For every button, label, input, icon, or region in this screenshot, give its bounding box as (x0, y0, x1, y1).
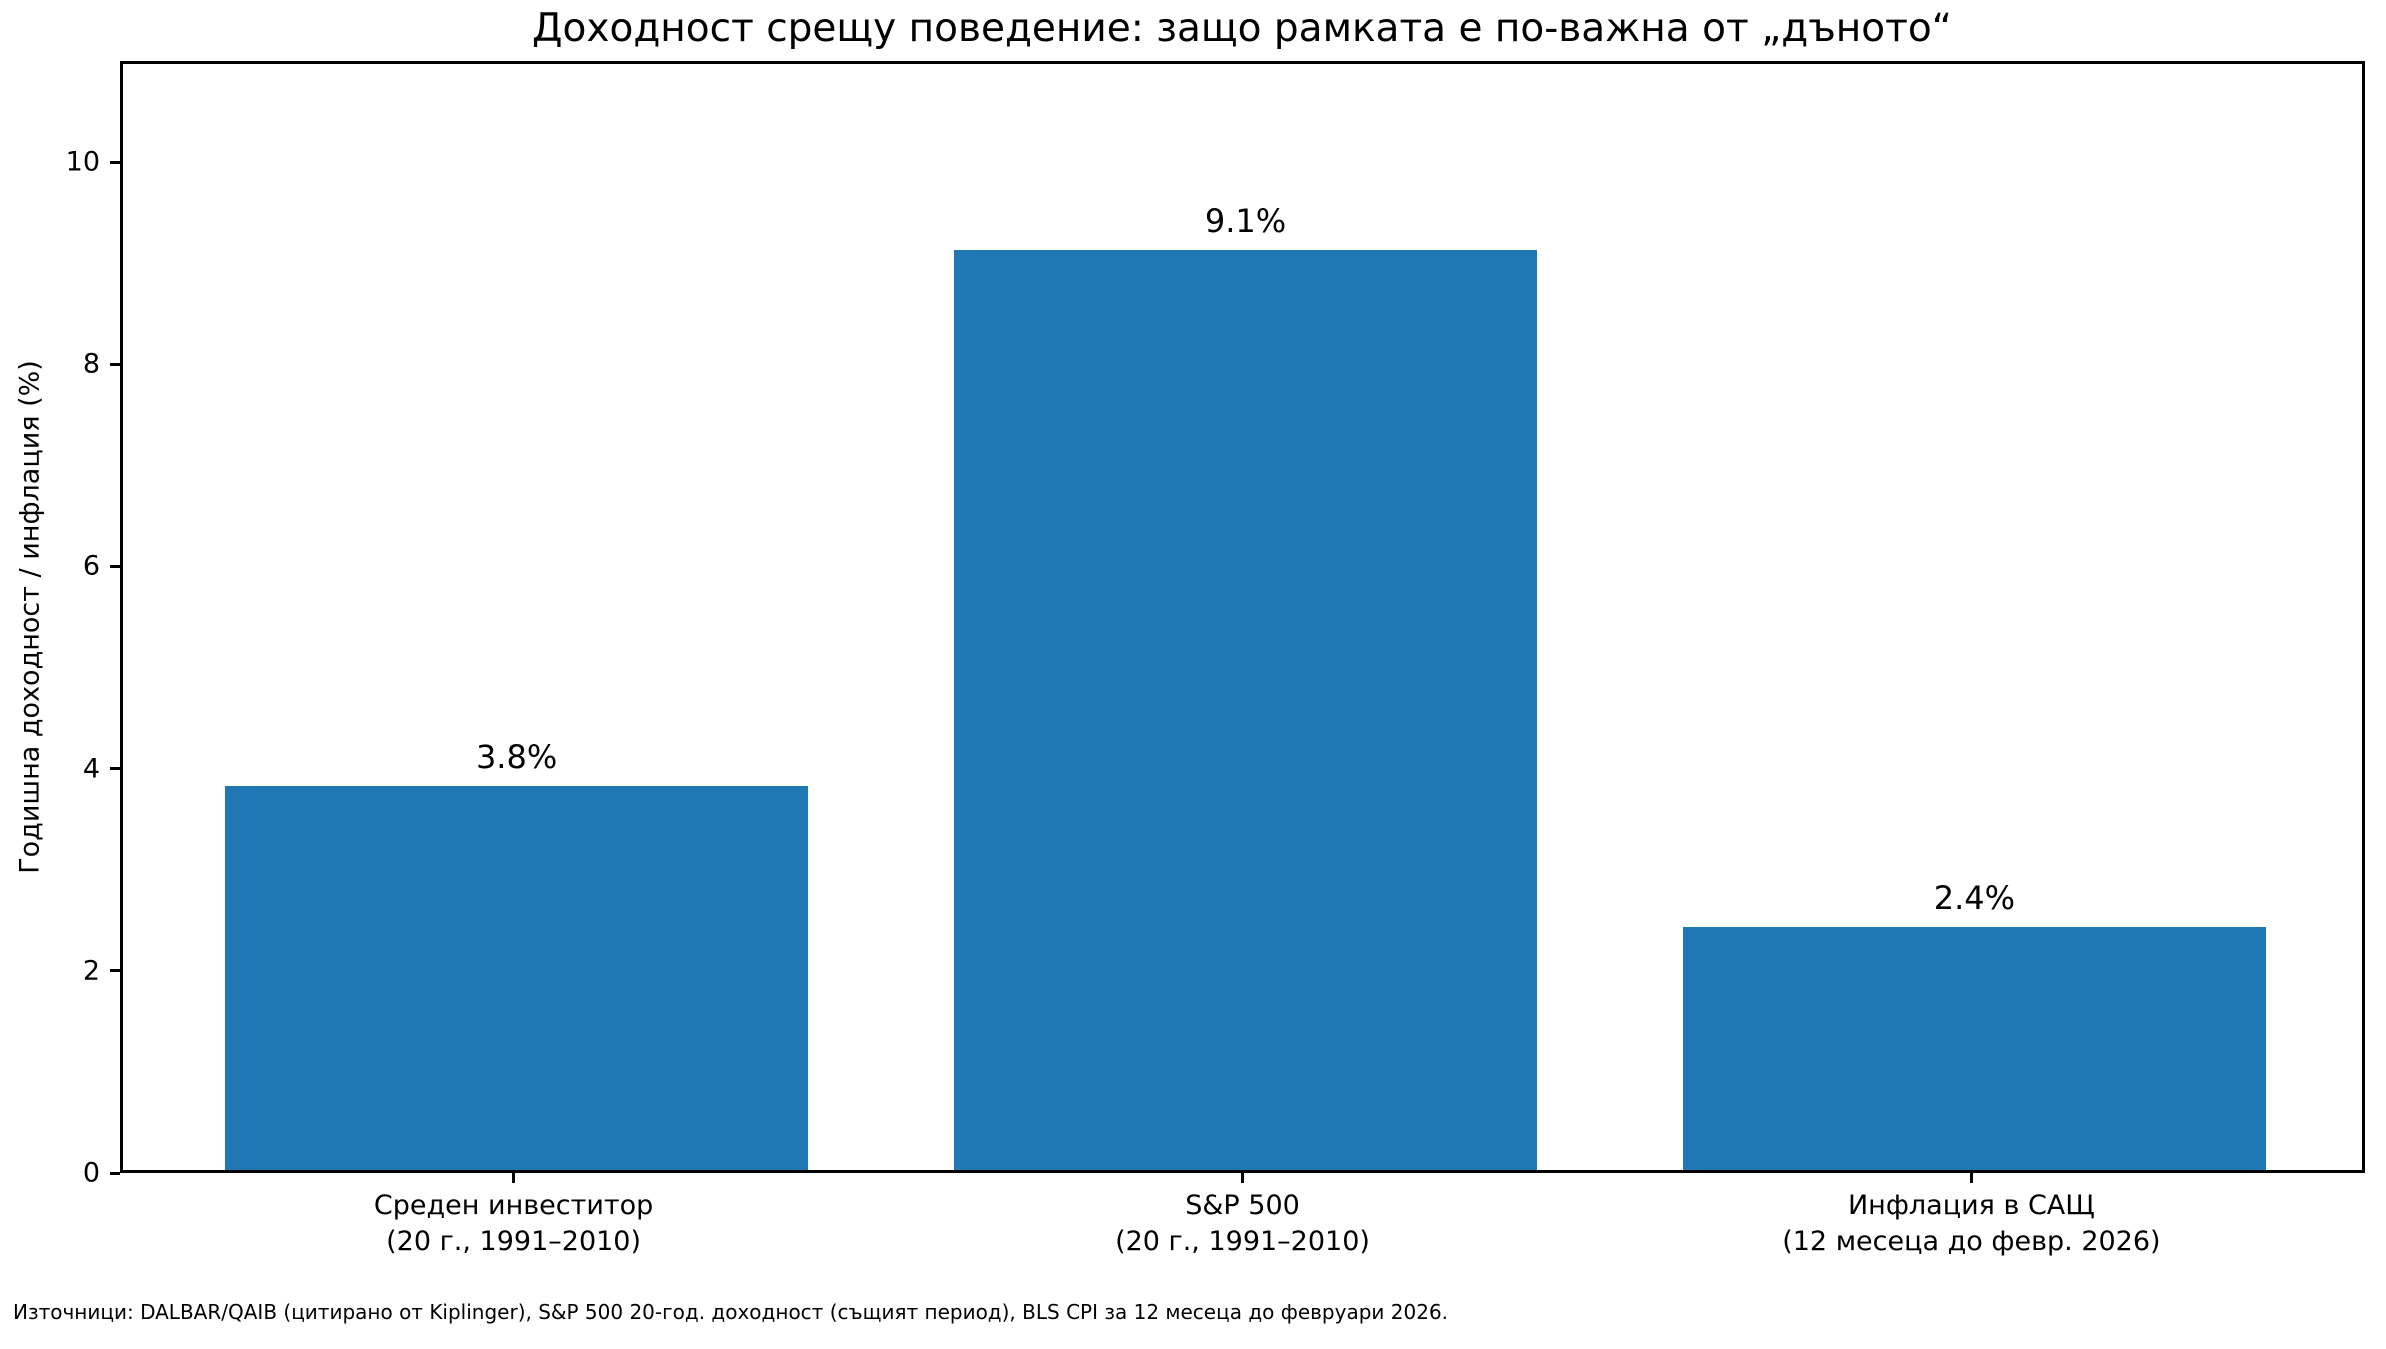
bar (1682, 927, 2266, 1170)
chart-title: Доходност срещу поведение: защо рамката … (532, 6, 1952, 51)
bar-value-label: 2.4% (1933, 879, 2016, 918)
y-tick-label: 10 (65, 146, 100, 178)
y-axis-label: Годишна доходност / инфлация (%) (14, 360, 46, 874)
bar (953, 250, 1538, 1170)
y-tick-mark (110, 362, 120, 366)
x-tick-mark (1969, 1173, 1973, 1183)
bar (225, 785, 809, 1170)
plot-area: 3.8% 9.1% 2.4% (120, 61, 2365, 1173)
y-tick-mark (110, 564, 120, 568)
x-tick-mark (512, 1173, 516, 1183)
x-tick-label: Среден инвеститор (20 г., 1991–2010) (373, 1190, 654, 1258)
x-tick-label: Инфлация в САЩ (12 месеца до февр. 2026) (1782, 1190, 2161, 1258)
y-tick-mark (110, 1171, 120, 1175)
y-tick-mark (110, 160, 120, 164)
y-tick-mark (110, 969, 120, 973)
y-tick-label: 8 (82, 348, 100, 380)
y-tick-label: 2 (82, 955, 100, 987)
y-tick-mark (110, 767, 120, 771)
bar-value-label: 9.1% (1204, 202, 1287, 241)
y-tick-label: 4 (82, 753, 100, 785)
bar-value-label: 3.8% (475, 737, 558, 776)
y-tick-label: 6 (82, 550, 100, 582)
y-tick-label: 0 (82, 1157, 100, 1189)
sources-footnote: Източници: DALBAR/QAIB (цитирано от Kipl… (13, 1300, 1449, 1324)
x-tick-mark (1241, 1173, 1244, 1183)
x-tick-label: S&P 500 (20 г., 1991–2010) (1115, 1190, 1370, 1258)
